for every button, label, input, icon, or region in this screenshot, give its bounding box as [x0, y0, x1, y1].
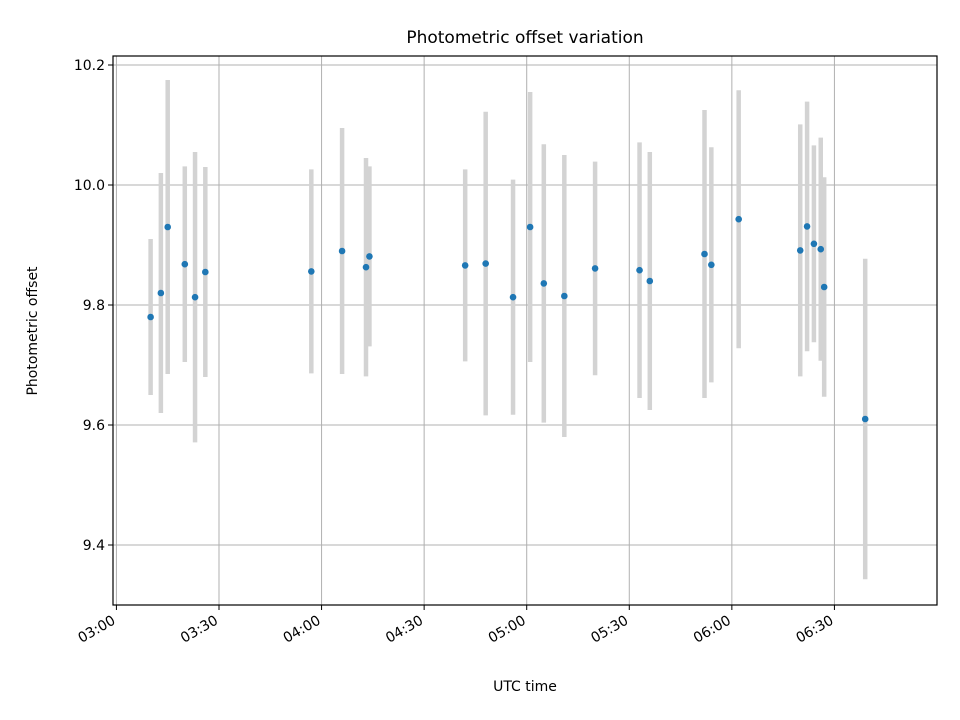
data-point: [308, 268, 315, 275]
data-point: [366, 253, 373, 260]
data-point: [191, 293, 199, 301]
data-point: [164, 223, 172, 231]
x-tick-label: 03:00: [75, 613, 118, 647]
y-tick-label: 9.6: [83, 418, 105, 434]
data-point: [701, 250, 708, 258]
x-tick-label: 04:00: [281, 613, 324, 647]
y-axis-ticks: 9.4 9.6 9.8 10.0 10.2: [74, 58, 113, 554]
data-point: [817, 245, 825, 253]
data-point: [708, 261, 715, 269]
data-point: [147, 313, 154, 321]
data-point: [362, 263, 370, 271]
data-point: [820, 283, 828, 291]
data-point: [482, 260, 489, 267]
data-point: [526, 223, 534, 231]
data-point: [636, 266, 643, 274]
data-point: [810, 240, 818, 248]
data-point: [803, 223, 811, 230]
x-tick-label: 05:00: [486, 613, 529, 647]
data-point: [735, 215, 742, 223]
data-point: [338, 247, 346, 255]
y-tick-label: 10.0: [74, 178, 105, 194]
data-points: [147, 215, 869, 423]
data-point: [796, 247, 804, 254]
data-point: [540, 280, 548, 287]
data-point: [461, 262, 469, 269]
x-axis-label: UTC time: [493, 679, 557, 695]
x-tick-label: 06:30: [793, 613, 836, 647]
x-tick-label: 03:30: [178, 613, 221, 647]
y-tick-label: 10.2: [74, 58, 105, 74]
data-point: [202, 268, 209, 276]
x-tick-label: 04:30: [383, 613, 426, 647]
grid: [113, 56, 937, 605]
x-tick-label: 06:00: [691, 613, 734, 647]
data-point: [561, 292, 568, 300]
y-axis-label: Photometric offset: [25, 266, 41, 396]
data-point: [181, 260, 189, 268]
plot-frame: [112, 55, 938, 606]
data-point: [646, 277, 654, 285]
data-point: [157, 289, 165, 297]
x-tick-label: 05:30: [588, 613, 631, 647]
data-point: [591, 265, 599, 272]
y-tick-label: 9.8: [83, 298, 105, 314]
data-point: [509, 293, 517, 301]
x-axis-ticks: 03:00 03:30 04:00 04:30 05:00 05:30 06:00 06:30: [75, 605, 836, 647]
chart-title: Photometric offset variation: [406, 28, 643, 48]
y-tick-label: 9.4: [83, 538, 105, 554]
error-bars: [148, 80, 868, 580]
data-point: [861, 415, 869, 423]
